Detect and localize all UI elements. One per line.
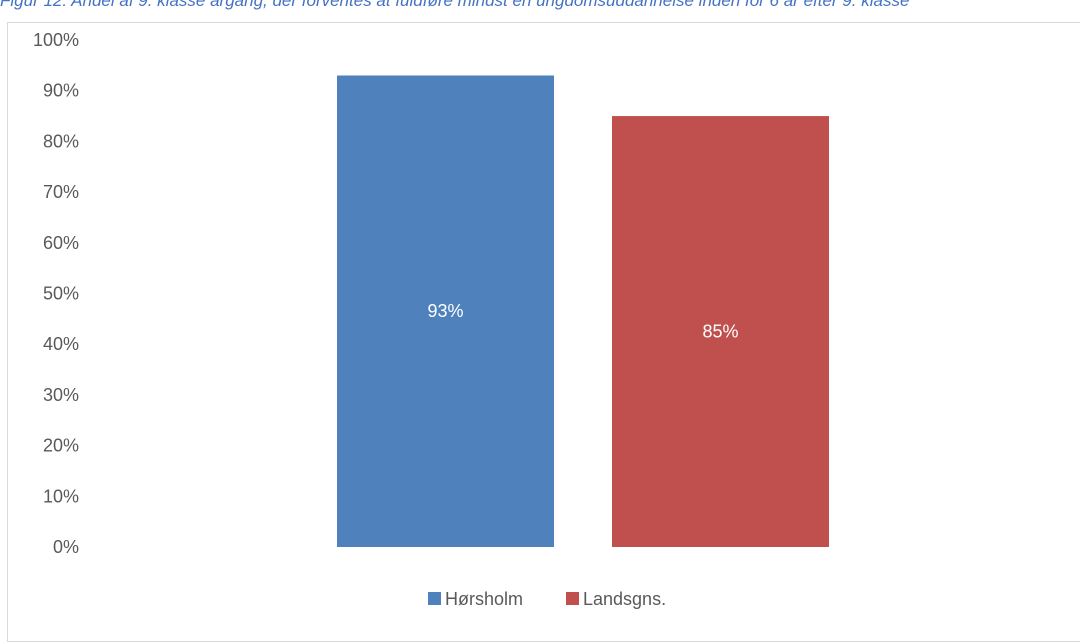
data-label: 93% [427,301,463,321]
y-tick-label: 30% [43,385,79,405]
data-label: 85% [702,322,738,342]
y-tick-label: 60% [43,233,79,253]
y-tick-label: 50% [43,284,79,304]
legend-label: Hørsholm [445,589,523,609]
legend-label: Landsgns. [583,589,666,609]
y-tick-label: 90% [43,81,79,101]
bar-1 [612,116,829,548]
y-tick-label: 0% [53,537,79,557]
y-tick-label: 80% [43,131,79,151]
y-tick-label: 10% [43,486,79,506]
bar-0 [337,75,554,548]
y-tick-label: 20% [43,436,79,456]
legend-swatch [428,592,441,605]
legend-swatch [566,592,579,605]
y-tick-label: 40% [43,334,79,354]
figure-caption: Figur 12: Andel af 9. klasse årgang, der… [0,0,910,10]
y-tick-label: 70% [43,182,79,202]
y-tick-label: 100% [33,30,79,50]
